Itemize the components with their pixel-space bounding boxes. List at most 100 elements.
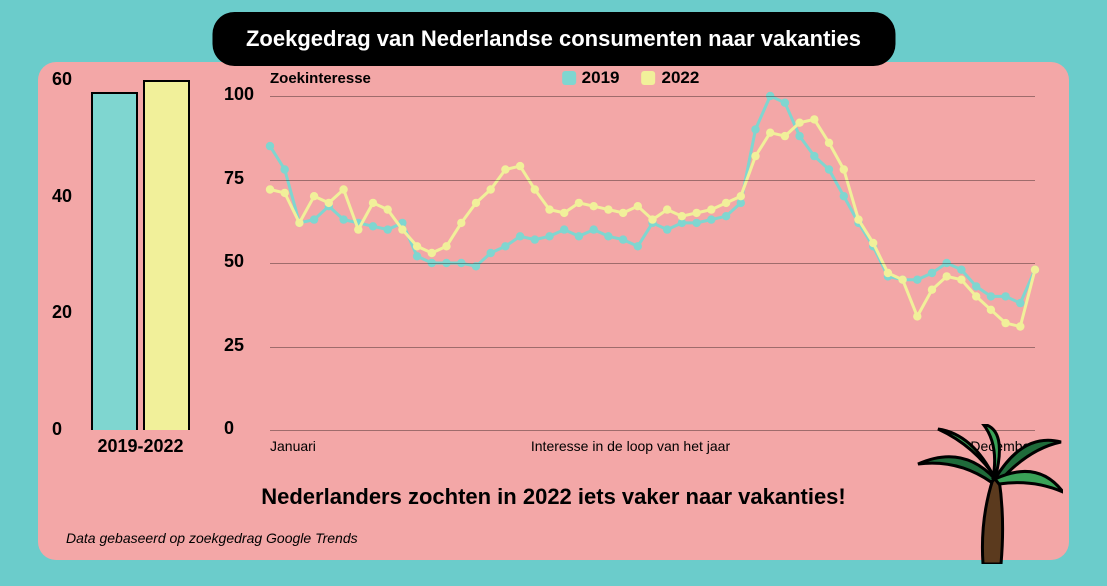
series-marker — [722, 212, 730, 220]
series-marker — [810, 115, 818, 123]
series-marker — [281, 189, 289, 197]
gridline — [270, 347, 1035, 348]
line-ytick-label: 50 — [224, 251, 244, 272]
gridline — [270, 180, 1035, 181]
series-marker — [545, 205, 553, 213]
series-marker — [487, 185, 495, 193]
series-marker — [898, 276, 906, 284]
gridline — [270, 96, 1035, 97]
series-marker — [781, 132, 789, 140]
series-marker — [781, 99, 789, 107]
series-marker — [310, 192, 318, 200]
series-marker — [972, 282, 980, 290]
series-marker — [398, 225, 406, 233]
source-text: Data gebaseerd op zoekgedrag Google Tren… — [66, 530, 358, 546]
bar-ytick-label: 40 — [52, 186, 72, 207]
series-marker — [369, 199, 377, 207]
line-chart: Zoekinteresse 20192022 0255075100 Januar… — [216, 68, 1045, 468]
series-marker — [840, 165, 848, 173]
series-marker — [972, 292, 980, 300]
series-marker — [590, 202, 598, 210]
series-marker — [795, 119, 803, 127]
series-marker — [369, 222, 377, 230]
gridline — [270, 263, 1035, 264]
series-marker — [634, 202, 642, 210]
series-marker — [560, 209, 568, 217]
series-marker — [1016, 299, 1024, 307]
x-caption: Interesse in de loop van het jaar — [531, 438, 730, 454]
bar-ytick-label: 20 — [52, 302, 72, 323]
series-marker — [1016, 322, 1024, 330]
series-marker — [707, 205, 715, 213]
line-subtitle: Zoekinteresse — [270, 70, 371, 87]
series-marker — [751, 152, 759, 160]
series-marker — [281, 165, 289, 173]
series-marker — [663, 225, 671, 233]
bar — [91, 92, 138, 430]
bar-xlabel: 2019-2022 — [88, 436, 193, 457]
series-marker — [575, 199, 583, 207]
series-marker — [619, 235, 627, 243]
series-marker — [325, 199, 333, 207]
series-marker — [810, 152, 818, 160]
line-ytick-label: 100 — [224, 84, 254, 105]
series-marker — [692, 209, 700, 217]
series-marker — [854, 215, 862, 223]
series-marker — [531, 235, 539, 243]
legend-item: 2022 — [642, 68, 700, 88]
series-marker — [575, 232, 583, 240]
legend-swatch — [562, 71, 576, 85]
series-marker — [442, 242, 450, 250]
page-title-text: Zoekgedrag van Nederlandse consumenten n… — [246, 26, 861, 51]
series-marker — [648, 215, 656, 223]
legend-label: 2022 — [662, 68, 700, 88]
series-marker — [266, 142, 274, 150]
series-marker — [692, 219, 700, 227]
series-marker — [619, 209, 627, 217]
series-marker — [384, 205, 392, 213]
chart-panel: 0204060 2019-2022 Zoekinteresse 20192022… — [38, 62, 1069, 560]
series-marker — [987, 292, 995, 300]
series-marker — [957, 266, 965, 274]
series-marker — [516, 232, 524, 240]
series-line — [270, 96, 1035, 303]
series-marker — [663, 205, 671, 213]
line-plot — [270, 96, 1035, 430]
series-marker — [957, 276, 965, 284]
bar — [143, 80, 190, 430]
bar-chart: 0204060 2019-2022 — [52, 74, 197, 466]
series-marker — [795, 132, 803, 140]
x-start-label: Januari — [270, 438, 316, 454]
series-marker — [825, 165, 833, 173]
legend-swatch — [642, 71, 656, 85]
palm-tree-icon — [913, 424, 1063, 564]
series-marker — [869, 239, 877, 247]
series-marker — [339, 215, 347, 223]
series-marker — [472, 199, 480, 207]
line-ytick-label: 0 — [224, 418, 234, 439]
series-marker — [428, 249, 436, 257]
series-marker — [501, 242, 509, 250]
series-marker — [295, 219, 303, 227]
series-marker — [987, 306, 995, 314]
series-marker — [928, 269, 936, 277]
bar-plot — [88, 80, 193, 430]
series-marker — [531, 185, 539, 193]
line-ytick-label: 25 — [224, 335, 244, 356]
series-marker — [501, 165, 509, 173]
series-marker — [604, 232, 612, 240]
series-marker — [840, 192, 848, 200]
series-marker — [766, 129, 774, 137]
series-marker — [516, 162, 524, 170]
series-marker — [1001, 292, 1009, 300]
series-marker — [590, 225, 598, 233]
series-marker — [943, 272, 951, 280]
series-marker — [634, 242, 642, 250]
legend: 20192022 — [562, 68, 700, 88]
bar-ytick-label: 0 — [52, 419, 62, 440]
series-marker — [913, 312, 921, 320]
series-marker — [913, 276, 921, 284]
series-marker — [928, 286, 936, 294]
series-marker — [354, 225, 362, 233]
series-marker — [339, 185, 347, 193]
